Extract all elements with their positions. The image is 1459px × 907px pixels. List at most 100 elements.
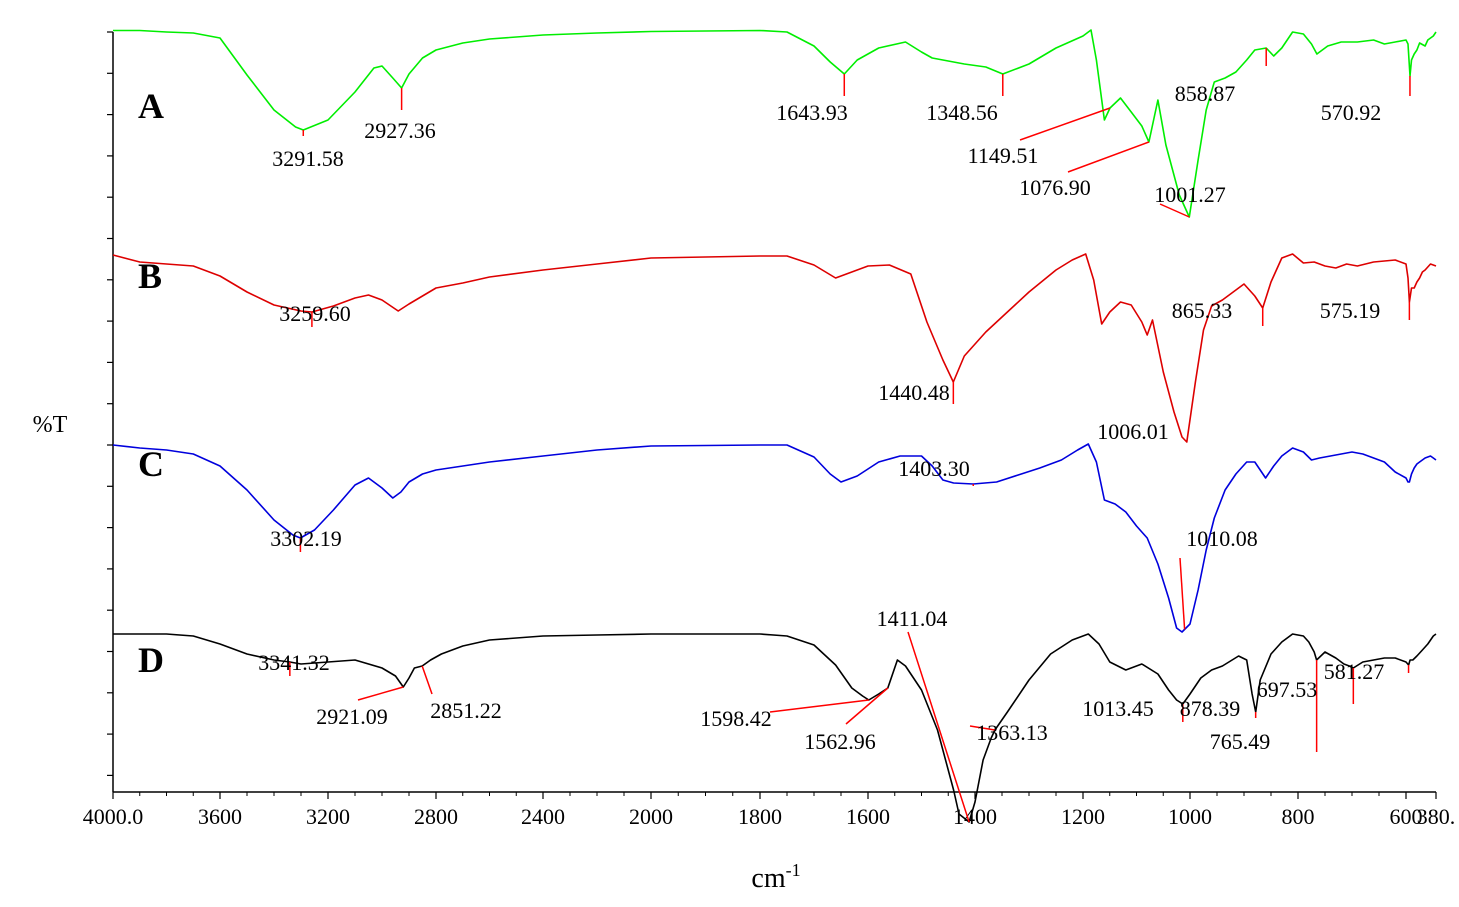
trace-letters: A B C D: [138, 86, 164, 680]
spectra-traces: [112, 29, 1437, 823]
peak-annotation: 765.49: [1210, 660, 1318, 754]
x-tick-label: 1400: [953, 804, 997, 829]
peak-annotation: 1562.96: [804, 687, 889, 754]
peak-annotation: 3302.19: [270, 526, 342, 552]
peak-annotation: 865.33: [1172, 298, 1264, 326]
peak-annotation: 2921.09: [316, 686, 404, 729]
peak-label: 1643.93: [776, 100, 848, 125]
peak-annotation: 2851.22: [421, 665, 502, 723]
peak-annotation: 581.27: [1324, 659, 1410, 684]
x-tick-label: 4000.0: [83, 804, 144, 829]
x-tick-label: 2000: [629, 804, 673, 829]
peak-label: 1562.96: [804, 729, 876, 754]
peak-label: 575.19: [1320, 298, 1381, 323]
x-tick-label: 3600: [198, 804, 242, 829]
peak-label: 858.87: [1175, 81, 1236, 106]
peak-annotation: 1013.45: [1082, 696, 1184, 722]
x-tick-label: 2800: [414, 804, 458, 829]
peak-label: 3302.19: [270, 526, 342, 551]
spectrum-trace-b: [112, 253, 1437, 443]
peak-label: 1348.56: [926, 100, 998, 125]
peak-label: 581.27: [1324, 659, 1385, 684]
spectrum-trace-a: [113, 29, 1437, 218]
peak-label: 1006.01: [1097, 419, 1169, 444]
peak-label: 1149.51: [968, 143, 1039, 168]
peak-annotation: 1149.51: [968, 107, 1111, 168]
peak-marker-line: [421, 665, 433, 695]
x-axis-title-main: cm: [751, 863, 785, 894]
peak-marker-line: [1179, 557, 1186, 630]
peak-annotation: 1010.08: [1179, 526, 1258, 630]
peak-annotation: 1348.56: [926, 74, 1004, 125]
peak-label: 878.39: [1180, 696, 1241, 721]
peak-annotation: 1001.27: [1154, 182, 1226, 218]
peak-annotation: 3341.32: [258, 650, 330, 676]
peak-marker-line: [769, 699, 869, 713]
peak-annotation: 858.87: [1175, 48, 1267, 106]
x-tick-label: 600: [1390, 804, 1423, 829]
peak-annotation: 3291.58: [272, 130, 344, 171]
peak-label: 1013.45: [1082, 696, 1154, 721]
spectrum-trace-c: [112, 443, 1437, 633]
peak-annotation: 1403.30: [898, 456, 974, 486]
x-tick-label: 1200: [1061, 804, 1105, 829]
peak-annotation: 697.53: [1257, 668, 1355, 704]
x-tick-label: 1000: [1168, 804, 1212, 829]
peak-label: 697.53: [1257, 677, 1318, 702]
peak-label: 1001.27: [1154, 182, 1226, 207]
peak-label: 1598.42: [700, 706, 772, 731]
peak-label: 865.33: [1172, 298, 1233, 323]
peak-marker-line: [357, 686, 404, 701]
peak-marker-line: [1019, 107, 1111, 141]
peak-marker-line: [845, 687, 889, 725]
trace-letter-a: A: [138, 86, 164, 126]
peak-label: 570.92: [1321, 100, 1382, 125]
x-axis: 4000.0 3600 3200 2800 2400 2000 1800 1600 1400 12…: [83, 791, 1456, 829]
trace-letter-b: B: [138, 256, 162, 296]
peak-annotation: 575.19: [1320, 298, 1411, 323]
peak-annotations: 3291.58 2927.36 1643.93 1348.56 1149.51 1076.…: [258, 48, 1411, 823]
peak-annotation: 2927.36: [364, 88, 436, 143]
x-axis-title-superscript: -1: [786, 860, 801, 880]
peak-annotation: 3259.60: [279, 301, 351, 327]
x-tick-label: 800: [1282, 804, 1315, 829]
peak-label: 2851.22: [430, 698, 502, 723]
peak-annotation: 1363.13: [969, 720, 1048, 745]
spectrum-trace-d: [113, 633, 1437, 823]
peak-annotation: 1440.48: [878, 380, 955, 405]
peak-label: 1010.08: [1186, 526, 1258, 551]
peak-annotation: 1006.01: [1097, 419, 1169, 444]
peak-label: 1403.30: [898, 456, 970, 481]
y-axis-title: %T: [33, 412, 68, 438]
peak-label: 2921.09: [316, 704, 388, 729]
y-axis: [107, 31, 114, 792]
peak-marker-line: [1159, 203, 1190, 218]
peak-annotation: 1598.42: [700, 699, 869, 731]
peak-marker-line: [907, 631, 970, 823]
x-tick-label: 1600: [846, 804, 890, 829]
peak-annotation: 878.39: [1180, 696, 1257, 721]
peak-label: 1076.90: [1019, 175, 1091, 200]
x-tick-label: 1800: [738, 804, 782, 829]
peak-marker-line: [969, 725, 996, 731]
peak-annotation: 570.92: [1321, 76, 1411, 125]
peak-label: 3341.32: [258, 650, 330, 675]
peak-label: 2927.36: [364, 118, 436, 143]
trace-letter-d: D: [138, 640, 164, 680]
x-tick-label: 3200: [306, 804, 350, 829]
peak-marker-line: [1067, 141, 1150, 173]
peak-label: 3291.58: [272, 146, 344, 171]
peak-label: 765.49: [1210, 729, 1271, 754]
peak-label: 3259.60: [279, 301, 351, 326]
trace-letter-c: C: [138, 444, 164, 484]
peak-annotation: 1076.90: [1019, 141, 1150, 200]
peak-annotation: 1411.04: [877, 606, 970, 823]
peak-label: 1440.48: [878, 380, 950, 405]
peak-label: 1411.04: [877, 606, 948, 631]
x-tick-label: 380.: [1417, 804, 1456, 829]
x-tick-label: 2400: [521, 804, 565, 829]
peak-label: 1363.13: [976, 720, 1048, 745]
peak-annotation: 1643.93: [776, 74, 848, 125]
x-axis-title: cm-1: [751, 860, 800, 894]
